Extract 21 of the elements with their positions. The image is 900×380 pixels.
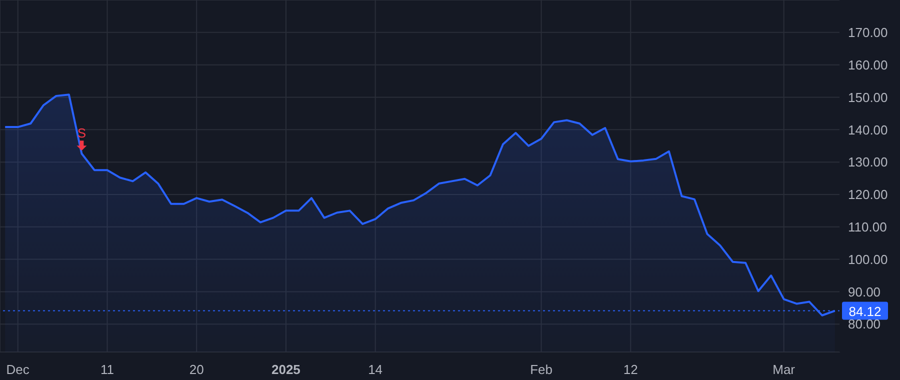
x-tick-label: 20 [189, 362, 204, 377]
x-tick-label: 14 [368, 362, 383, 377]
y-tick-label: 100.00 [848, 252, 888, 267]
x-tick-label: 12 [623, 362, 638, 377]
signal-marker: S [76, 126, 87, 151]
y-tick-label: 170.00 [848, 25, 888, 40]
y-tick-label: 120.00 [848, 187, 888, 202]
y-tick-label: 90.00 [848, 284, 881, 300]
y-tick-label: 140.00 [848, 122, 888, 138]
y-tick-label: 130.00 [848, 154, 888, 170]
y-tick-label: 110.00 [848, 220, 887, 235]
y-tick-label: 80.00 [848, 316, 881, 332]
x-tick-label: 2025 [271, 362, 300, 377]
annotation: S [77, 126, 86, 141]
x-tick-label: 11 [100, 362, 114, 377]
y-tick-label: 160.00 [848, 57, 888, 72]
x-tick-label: Mar [772, 362, 796, 377]
y-tick-label: 150.00 [848, 90, 888, 105]
ref-line-label: 84.12 [848, 304, 882, 319]
x-tick-label: Dec [6, 362, 30, 377]
x-tick-label: Feb [530, 362, 552, 377]
